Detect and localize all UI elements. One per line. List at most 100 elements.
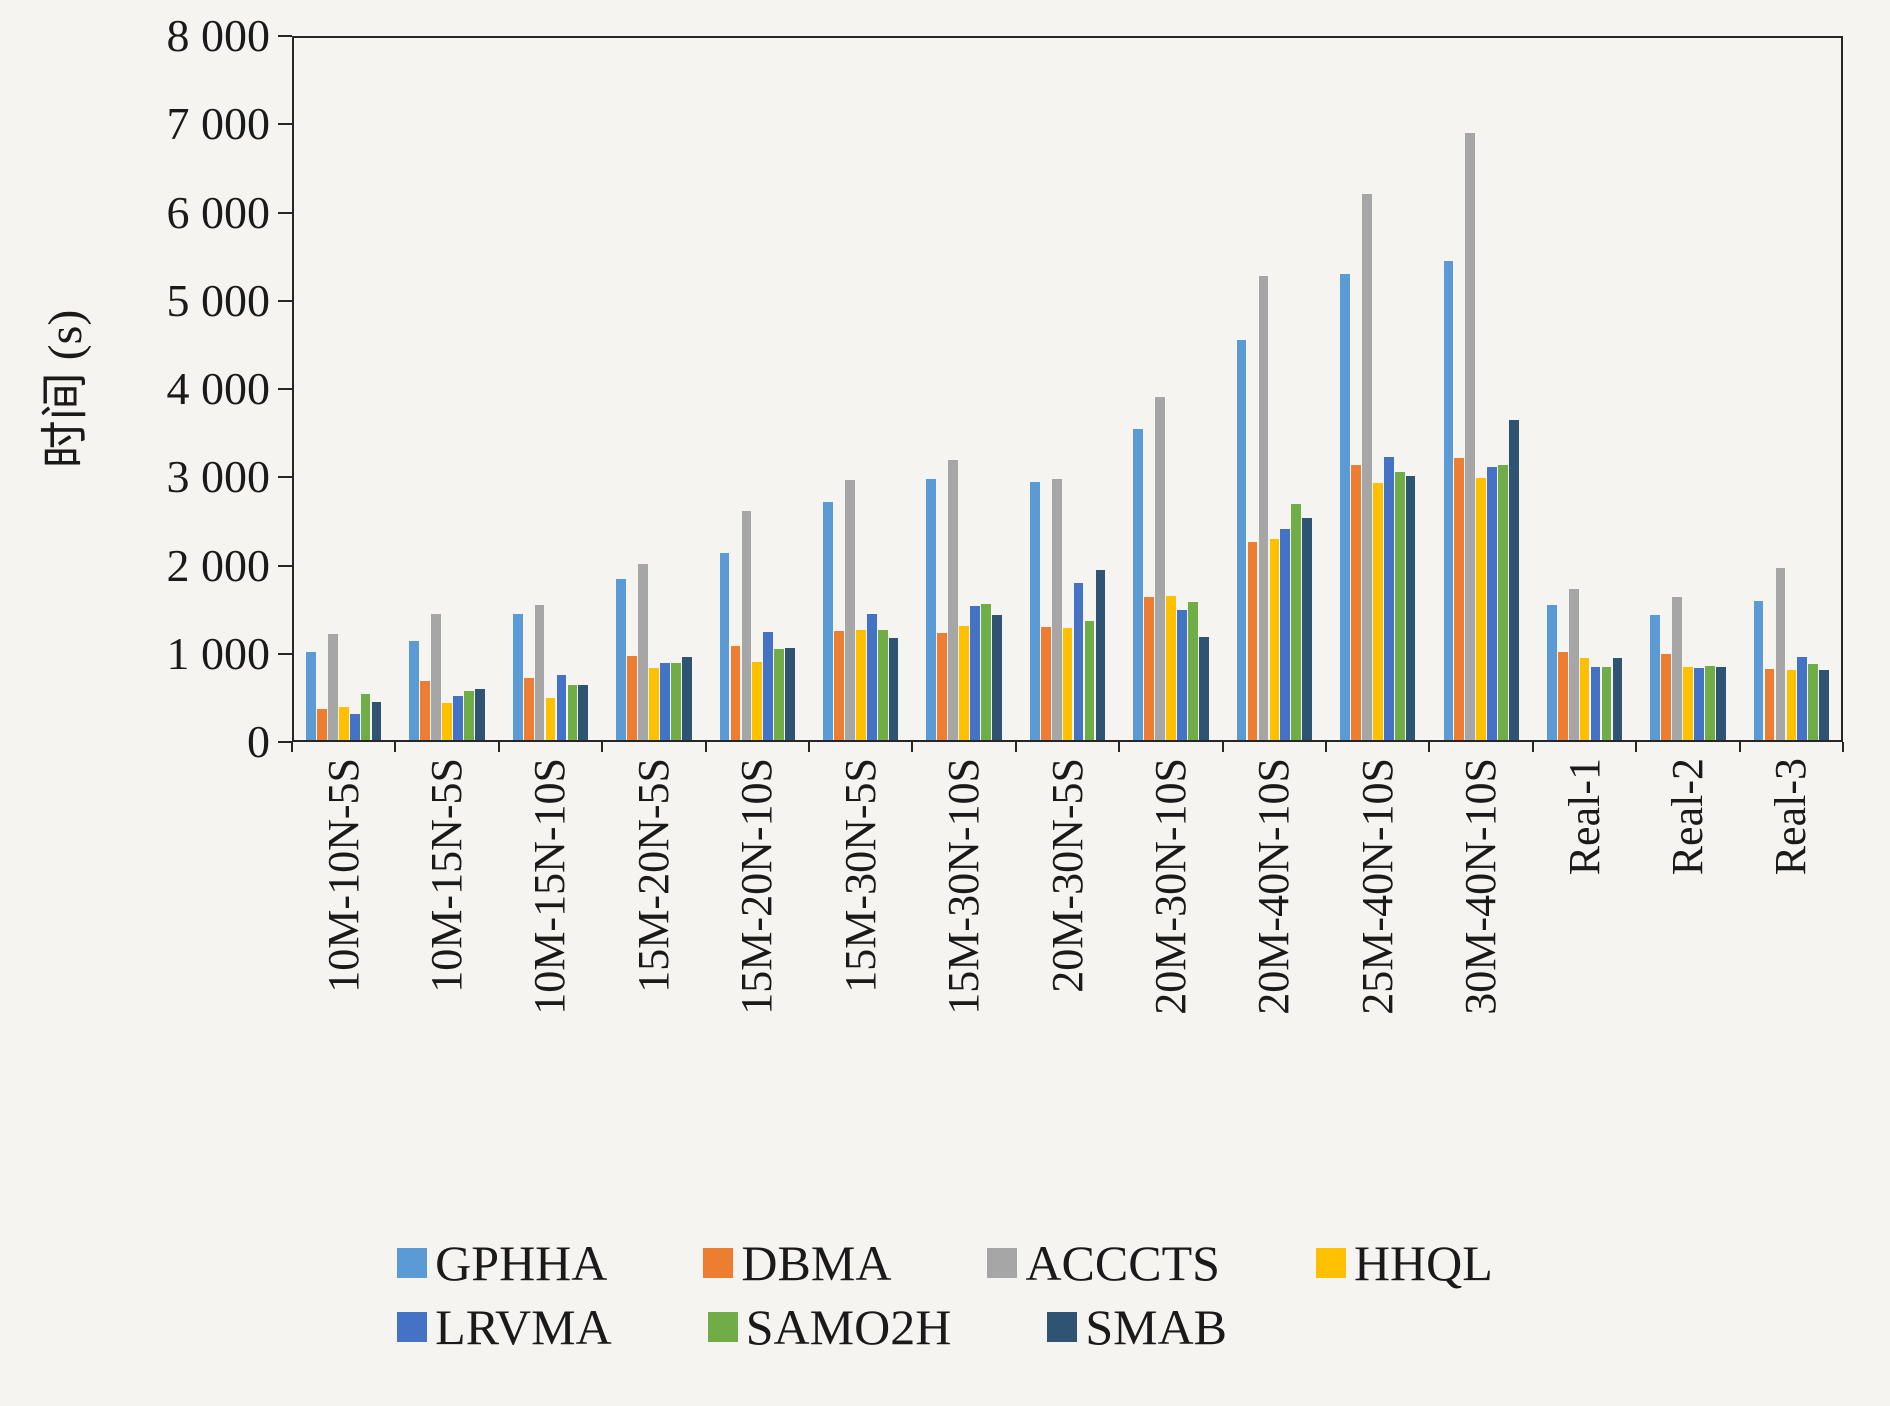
- legend-swatch-icon: [397, 1312, 428, 1342]
- x-tick-mark: [704, 742, 707, 752]
- bar-hhql: [1372, 483, 1383, 740]
- bar-hhql: [1269, 539, 1280, 740]
- bar-hhql: [338, 706, 349, 740]
- bar-gphha: [1650, 615, 1661, 740]
- bar-samo2h: [774, 649, 785, 740]
- legend-label: LRVMA: [435, 1299, 612, 1355]
- bar-dbma: [1040, 627, 1051, 740]
- bar-cluster: [1650, 36, 1727, 740]
- bar-cluster: [1133, 36, 1210, 740]
- bar-samo2h: [1498, 464, 1508, 740]
- bar-gphha: [616, 578, 626, 740]
- x-category-label: 20M-30N-5S: [1042, 758, 1092, 993]
- bar-groups: [292, 36, 1843, 740]
- bar-hhql: [1476, 477, 1487, 740]
- bar-acccts: [534, 605, 545, 740]
- bar-cluster: [409, 36, 486, 740]
- bar-lrvma: [1383, 456, 1394, 740]
- bar-acccts: [1568, 588, 1579, 740]
- bar-samo2h: [360, 694, 371, 740]
- y-tick-mark: [278, 123, 292, 126]
- bar-acccts: [638, 564, 648, 740]
- legend-swatch-icon: [707, 1312, 738, 1342]
- y-tick-label: 0: [247, 716, 270, 767]
- x-category-label: 15M-30N-10S: [939, 758, 989, 1015]
- bar-dbma: [1351, 464, 1361, 740]
- y-tick-label: 3 000: [166, 451, 271, 503]
- bar-lrvma: [1073, 583, 1084, 740]
- bar-hhql: [1786, 669, 1797, 740]
- bar-cluster: [1546, 36, 1623, 740]
- bar-samo2h: [877, 630, 888, 740]
- bar-dbma: [523, 678, 534, 740]
- bar-group: [1016, 36, 1119, 740]
- bar-gphha: [823, 502, 833, 740]
- bar-hhql: [649, 667, 659, 740]
- bar-lrvma: [1280, 528, 1291, 740]
- y-tick-label: 4 000: [166, 363, 271, 414]
- bar-dbma: [420, 681, 431, 740]
- y-tick-mark: [278, 741, 292, 743]
- x-tick-mark: [1738, 742, 1741, 752]
- x-category-label: Real-1: [1559, 758, 1609, 876]
- bar-lrvma: [1177, 609, 1187, 740]
- y-tick-mark: [278, 35, 292, 37]
- legend-label: ACCCTS: [1025, 1235, 1220, 1291]
- bar-acccts: [327, 633, 338, 740]
- bar-hhql: [855, 630, 866, 740]
- bar-group: [1119, 36, 1222, 740]
- y-tick-mark: [278, 564, 292, 567]
- bar-acccts: [1672, 597, 1682, 740]
- y-tick-label: 8 000: [166, 10, 271, 61]
- bar-smab: [888, 637, 899, 740]
- bar-lrvma: [349, 713, 360, 740]
- bar-gphha: [512, 614, 523, 740]
- bar-gphha: [1340, 273, 1350, 740]
- bar-samo2h: [464, 690, 474, 740]
- bar-gphha: [926, 478, 937, 740]
- x-tick-mark: [911, 742, 914, 752]
- bar-smab: [578, 684, 589, 740]
- bar-samo2h: [981, 603, 991, 740]
- bar-hhql: [1683, 666, 1693, 740]
- y-tick-label: 1 000: [166, 627, 271, 679]
- legend-label: SMAB: [1085, 1299, 1228, 1355]
- bar-gphha: [1133, 429, 1144, 740]
- bar-smab: [1509, 419, 1519, 740]
- bar-group: [809, 36, 912, 740]
- bar-hhql: [1166, 595, 1176, 740]
- x-category-label: Real-3: [1766, 758, 1816, 876]
- bar-samo2h: [1601, 666, 1612, 740]
- x-tick-mark: [1014, 742, 1017, 752]
- legend-label: GPHHA: [435, 1235, 608, 1291]
- bar-cluster: [512, 36, 589, 740]
- legend-wrap: GPHHA DBMA ACCCTS HHQL LRVMA SAMO2H SMAB: [0, 1238, 1890, 1366]
- bar-hhql: [1062, 628, 1073, 740]
- bar-group: [1533, 36, 1636, 740]
- bar-samo2h: [1808, 664, 1819, 740]
- x-tick-mark: [497, 742, 500, 752]
- bar-smab: [371, 702, 382, 740]
- bar-cluster: [616, 36, 693, 740]
- bar-gphha: [306, 652, 316, 740]
- bar-gphha: [1546, 605, 1557, 740]
- legend-item-smab: SMAB: [1047, 1302, 1227, 1352]
- y-tick-label: 7 000: [166, 98, 271, 150]
- bar-lrvma: [556, 674, 567, 740]
- bar-samo2h: [670, 662, 681, 740]
- bar-smab: [475, 688, 485, 740]
- legend-swatch-icon: [397, 1248, 428, 1278]
- bar-acccts: [431, 614, 442, 740]
- bar-gphha: [1029, 482, 1040, 740]
- bar-hhql: [1579, 658, 1590, 740]
- bar-smab: [992, 615, 1002, 740]
- bar-samo2h: [1084, 621, 1095, 740]
- y-tick-mark: [278, 211, 292, 214]
- bar-hhql: [959, 625, 970, 740]
- bar-dbma: [730, 645, 741, 740]
- legend-swatch-icon: [703, 1248, 734, 1278]
- legend-item-acccts: ACCCTS: [987, 1238, 1220, 1288]
- bar-cluster: [926, 36, 1003, 740]
- legend-label: SAMO2H: [745, 1299, 952, 1355]
- bar-group: [706, 36, 809, 740]
